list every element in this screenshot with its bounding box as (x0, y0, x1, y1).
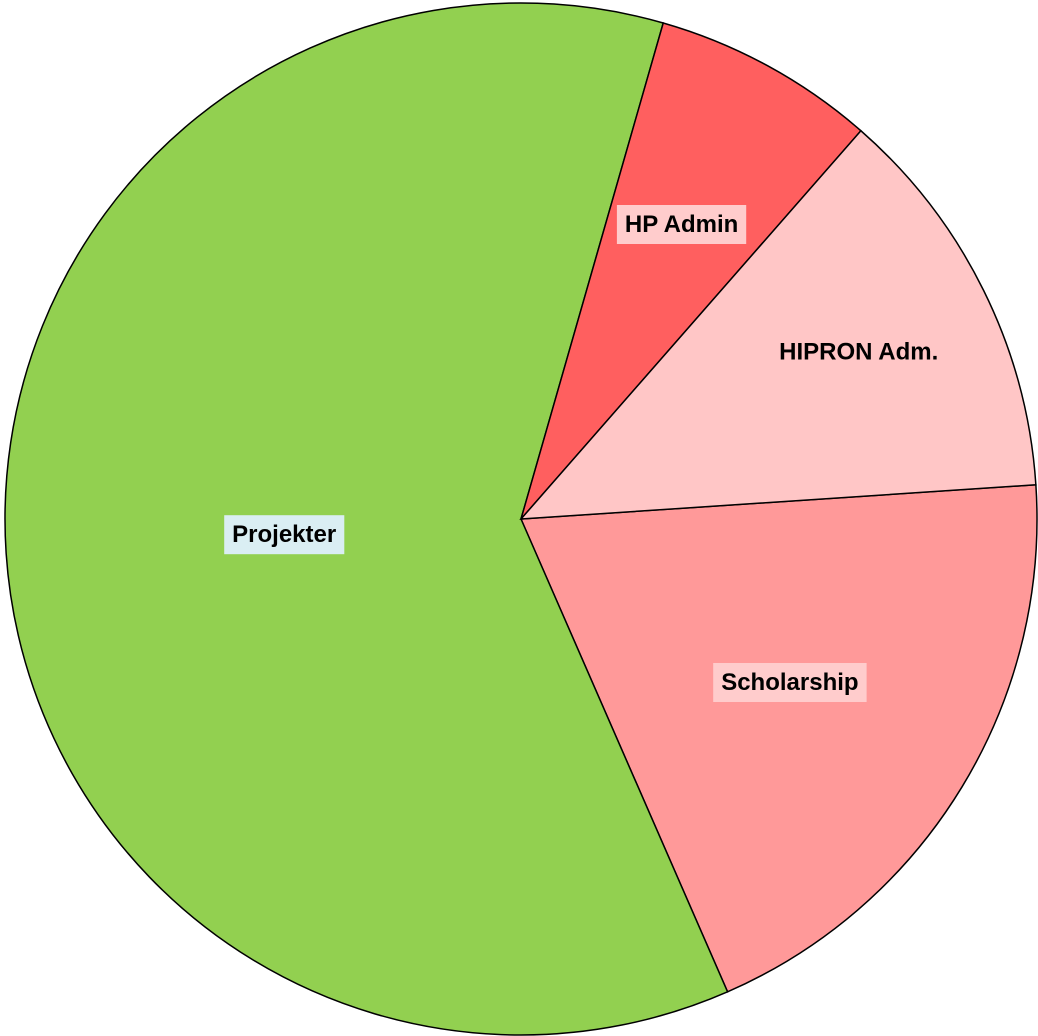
pie-slices (4, 2, 1038, 1036)
pie-slice-projekter (4, 2, 729, 1036)
pie-labels: Scholarship Projekter HP Admin HIPRON Adm. (224, 205, 947, 702)
pie-slice-scholarship (519, 484, 1038, 993)
data-label-text: HIPRON Adm. (779, 339, 938, 366)
data-label-hipron-adm: HIPRON Adm. (771, 332, 947, 372)
data-label-background (616, 205, 747, 244)
data-label-projekter: Projekter (224, 515, 345, 555)
data-label-text: HP Admin (625, 211, 738, 238)
data-label-scholarship: Scholarship (713, 663, 867, 702)
data-label-background (224, 515, 345, 555)
data-label-background (771, 332, 947, 372)
data-label-background (713, 663, 867, 702)
data-label-hp-admin: HP Admin (616, 205, 747, 244)
data-label-text: Projekter (232, 521, 336, 548)
pie-slice-hp-admin (520, 22, 862, 520)
pie-slice-hipron-adm (519, 129, 1037, 520)
data-label-text: Scholarship (721, 669, 858, 696)
